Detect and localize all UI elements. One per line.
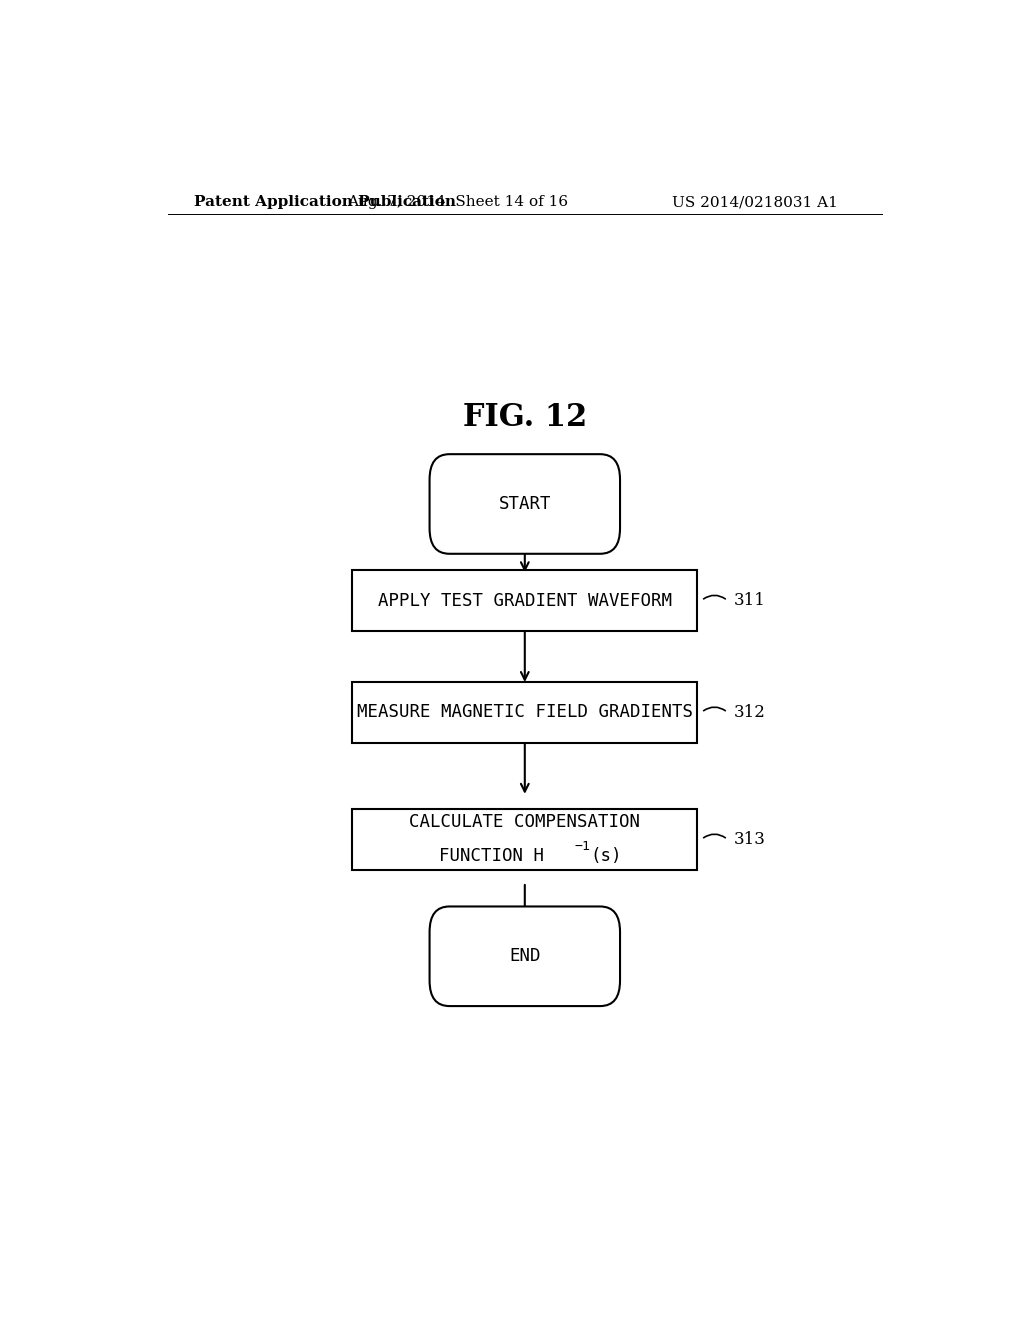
- Text: 312: 312: [734, 704, 766, 721]
- Text: Patent Application Publication: Patent Application Publication: [194, 195, 456, 209]
- Text: (s): (s): [591, 847, 623, 866]
- Text: FIG. 12: FIG. 12: [463, 403, 587, 433]
- Text: MEASURE MAGNETIC FIELD GRADIENTS: MEASURE MAGNETIC FIELD GRADIENTS: [356, 704, 693, 721]
- Text: 313: 313: [734, 830, 766, 847]
- Text: CALCULATE COMPENSATION: CALCULATE COMPENSATION: [410, 813, 640, 832]
- FancyBboxPatch shape: [430, 907, 620, 1006]
- Text: Aug. 7, 2014  Sheet 14 of 16: Aug. 7, 2014 Sheet 14 of 16: [347, 195, 568, 209]
- Text: START: START: [499, 495, 551, 513]
- FancyBboxPatch shape: [430, 454, 620, 554]
- FancyBboxPatch shape: [352, 682, 697, 743]
- Text: APPLY TEST GRADIENT WAVEFORM: APPLY TEST GRADIENT WAVEFORM: [378, 591, 672, 610]
- Text: END: END: [509, 948, 541, 965]
- FancyBboxPatch shape: [352, 809, 697, 870]
- Text: −1: −1: [574, 840, 591, 853]
- Text: FUNCTION H: FUNCTION H: [439, 847, 544, 866]
- Text: US 2014/0218031 A1: US 2014/0218031 A1: [672, 195, 838, 209]
- FancyBboxPatch shape: [352, 570, 697, 631]
- Text: 311: 311: [734, 593, 766, 609]
